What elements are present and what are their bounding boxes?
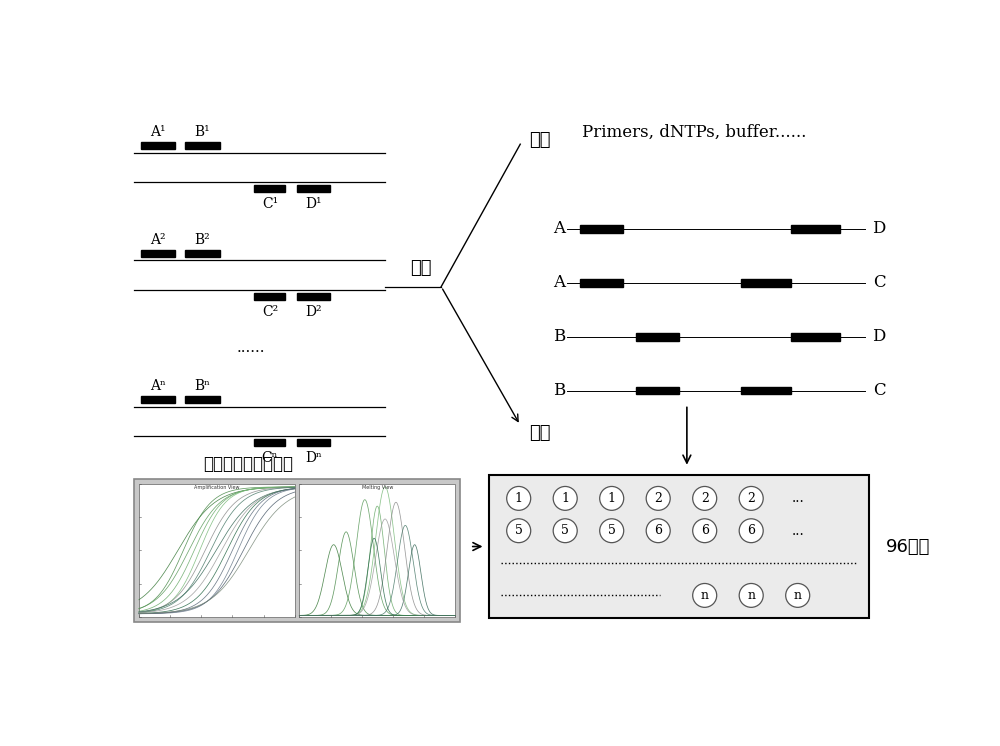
Text: C¹: C¹ (262, 198, 278, 211)
Bar (297, 439, 330, 446)
Bar (580, 279, 623, 286)
Text: 2: 2 (747, 492, 755, 505)
Text: D²: D² (305, 305, 322, 319)
Circle shape (693, 518, 717, 542)
Text: n: n (747, 589, 755, 602)
Text: 2: 2 (701, 492, 709, 505)
Bar (254, 186, 285, 192)
Circle shape (507, 486, 531, 510)
Bar (185, 250, 220, 257)
Bar (254, 293, 285, 300)
Bar (741, 279, 791, 286)
Circle shape (786, 583, 810, 607)
Bar (185, 396, 220, 404)
Text: 稼释: 稼释 (410, 260, 431, 278)
Text: 2: 2 (654, 492, 662, 505)
Bar (580, 225, 623, 233)
Text: A: A (553, 220, 565, 237)
Text: Aⁿ: Aⁿ (150, 379, 165, 393)
Bar (140, 396, 175, 404)
Circle shape (739, 583, 763, 607)
Bar (489, 475, 869, 618)
Circle shape (693, 486, 717, 510)
Text: D: D (872, 220, 886, 237)
Text: 富集: 富集 (530, 424, 551, 442)
Bar (636, 333, 679, 340)
Text: 去除: 去除 (530, 131, 551, 149)
Text: Melting View: Melting View (362, 485, 393, 489)
Text: 1: 1 (608, 492, 616, 505)
Text: C²: C² (262, 305, 278, 319)
Text: 1: 1 (515, 492, 523, 505)
Circle shape (646, 486, 670, 510)
Text: Dⁿ: Dⁿ (305, 451, 322, 466)
Bar (791, 333, 840, 340)
Circle shape (693, 583, 717, 607)
Bar (297, 186, 330, 192)
Text: 6: 6 (701, 524, 709, 537)
Text: 5: 5 (608, 524, 616, 537)
Text: 6: 6 (747, 524, 755, 537)
Text: ...: ... (791, 524, 804, 538)
Text: Cⁿ: Cⁿ (262, 451, 278, 466)
Text: 扩增曲线和燕融曲线: 扩增曲线和燕融曲线 (203, 455, 293, 473)
Text: B: B (553, 328, 565, 345)
Text: B¹: B¹ (194, 125, 210, 139)
Text: Bⁿ: Bⁿ (194, 379, 210, 393)
Text: ...: ... (791, 492, 804, 505)
Text: A: A (553, 275, 565, 291)
Text: A²: A² (150, 233, 165, 247)
Text: Amplification View: Amplification View (194, 485, 240, 489)
Bar (636, 386, 679, 395)
Circle shape (507, 518, 531, 542)
Text: ......: ...... (236, 341, 265, 355)
Bar (185, 142, 220, 149)
Circle shape (739, 486, 763, 510)
Text: 1: 1 (561, 492, 569, 505)
Text: n: n (701, 589, 709, 602)
Text: Primers, dNTPs, buffer......: Primers, dNTPs, buffer...... (582, 124, 807, 141)
Bar (791, 225, 840, 233)
Text: D: D (872, 328, 886, 345)
Text: B²: B² (194, 233, 210, 247)
Text: D¹: D¹ (305, 198, 322, 211)
Text: 96孔板: 96孔板 (886, 538, 930, 556)
Bar (741, 386, 791, 395)
Bar (299, 483, 455, 617)
Bar (134, 479, 460, 621)
Circle shape (739, 518, 763, 542)
Text: 5: 5 (561, 524, 569, 537)
Circle shape (600, 486, 624, 510)
Circle shape (600, 518, 624, 542)
Bar (140, 250, 175, 257)
Text: A¹: A¹ (150, 125, 165, 139)
Bar (254, 439, 285, 446)
Circle shape (553, 486, 577, 510)
Bar (139, 483, 295, 617)
Text: B: B (553, 382, 565, 399)
Text: C: C (873, 382, 885, 399)
Text: n: n (794, 589, 802, 602)
Text: 6: 6 (654, 524, 662, 537)
Bar (297, 293, 330, 300)
Text: 5: 5 (515, 524, 523, 537)
Text: C: C (873, 275, 885, 291)
Bar (140, 142, 175, 149)
Circle shape (553, 518, 577, 542)
Circle shape (646, 518, 670, 542)
